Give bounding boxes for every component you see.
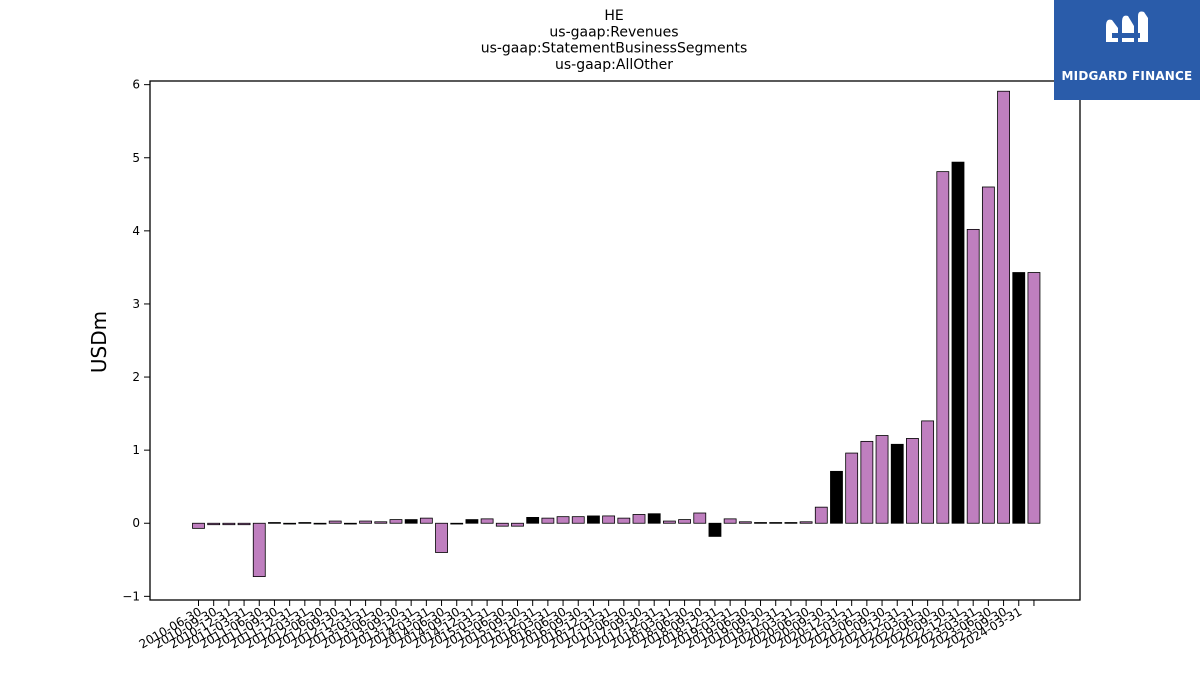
bar	[283, 522, 297, 525]
bar	[587, 515, 600, 524]
bar	[769, 522, 783, 524]
bar	[951, 161, 965, 524]
bar	[495, 522, 509, 527]
y-tick-label: 3	[132, 297, 140, 311]
bar	[799, 521, 813, 524]
bar	[906, 438, 919, 524]
bar	[754, 522, 767, 524]
bar	[997, 90, 1010, 524]
x-axis-ticks: 2010-06-302010-09-302010-12-312011-03-31…	[137, 600, 1035, 651]
chart-title-line: HE	[604, 8, 623, 24]
bar	[632, 514, 646, 524]
y-tick-label: 0	[132, 516, 140, 530]
y-tick-label: −1	[122, 589, 140, 603]
bar	[192, 522, 205, 529]
logo-mark-icon	[1106, 11, 1148, 42]
bar	[860, 440, 874, 524]
bar	[526, 516, 540, 524]
bar	[845, 452, 859, 524]
y-tick-label: 1	[132, 443, 140, 457]
y-tick-label: 2	[132, 370, 140, 384]
bar	[298, 522, 312, 524]
bar	[389, 519, 403, 524]
y-tick-label: 4	[132, 224, 140, 238]
bar	[723, 518, 737, 524]
chart-title-line: us-gaap:AllOther	[555, 57, 673, 73]
bar	[966, 228, 980, 524]
chart-title-line: us-gaap:Revenues	[549, 24, 678, 40]
bar	[541, 517, 555, 524]
bar	[602, 515, 616, 524]
y-tick-label: 6	[132, 78, 140, 92]
bar	[708, 522, 722, 537]
chart-title: HEus-gaap:Revenuesus-gaap:StatementBusin…	[481, 8, 748, 73]
bar	[662, 520, 676, 524]
bar	[784, 522, 798, 524]
bar	[556, 516, 570, 524]
plot-frame	[149, 80, 1081, 601]
bar	[1012, 272, 1026, 524]
bar	[678, 519, 691, 524]
y-tick-label: 5	[132, 151, 140, 165]
bar	[571, 516, 585, 524]
bar	[890, 443, 904, 524]
y-axis-ticks: −1 0 1 2 3 4 5 6	[122, 78, 150, 603]
bar	[647, 513, 661, 524]
bar	[374, 521, 388, 524]
bar	[738, 521, 752, 524]
bar	[981, 186, 995, 524]
bar	[875, 435, 889, 524]
bar	[419, 517, 433, 524]
bar	[617, 517, 631, 524]
bar	[268, 522, 281, 524]
bar	[830, 470, 843, 524]
bar	[511, 522, 524, 527]
bar	[359, 520, 372, 524]
logo-text: MIDGARD FINANCE	[1061, 69, 1193, 83]
bar	[222, 522, 236, 526]
midgard-finance-logo: MIDGARD FINANCE	[1054, 0, 1200, 100]
bar	[328, 520, 342, 524]
bar	[1027, 272, 1041, 524]
bar	[237, 522, 251, 526]
bar	[435, 522, 448, 553]
bar	[252, 522, 266, 578]
y-axis-label: USDm	[87, 311, 111, 373]
bar	[450, 522, 464, 525]
bar	[207, 522, 221, 526]
bar	[693, 512, 707, 524]
bars-group	[192, 90, 1041, 578]
bar	[480, 518, 494, 524]
bar	[465, 519, 479, 524]
bar	[313, 522, 327, 525]
bar	[343, 522, 357, 525]
chart-title-line: us-gaap:StatementBusinessSegments	[481, 41, 748, 57]
bar	[921, 420, 935, 524]
bar	[936, 171, 950, 524]
bar	[814, 506, 828, 524]
bar	[404, 519, 418, 524]
